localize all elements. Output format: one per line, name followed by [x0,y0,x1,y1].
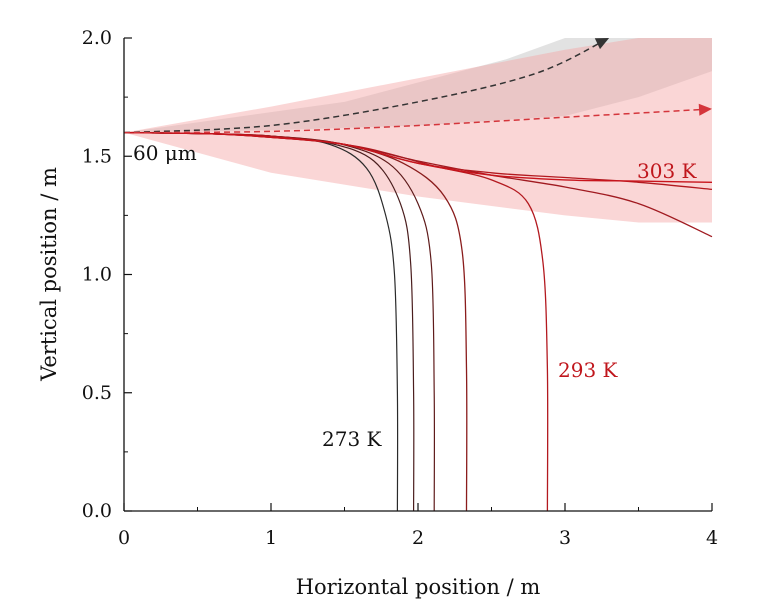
y-tick-label: 2.0 [82,27,112,49]
trajectory-line-8 [123,131,713,183]
size-annotation: 60 μm [133,141,197,165]
trajectory-arrows [123,37,713,134]
x-tick-label: 2 [412,527,424,549]
y-tick-label: 0.0 [82,500,112,522]
x-axis-title: Horizontal position / m [296,575,541,599]
spread-bands [124,38,712,223]
spread-band-2 [124,38,712,223]
cold-temperature-label: 273 K [322,427,383,451]
y-tick-label: 1.0 [82,264,112,286]
hot-temperature-label: 303 K [637,159,698,183]
x-tick-label: 3 [559,527,571,549]
trajectory-series [123,131,713,512]
x-tick-label: 0 [118,527,130,549]
axis-ticks: 0 1 2 3 4 0.0 0.5 1.0 1.5 2.0 [82,27,718,549]
dashed-trajectory-1 [123,37,610,134]
y-axis-title: Vertical position / m [37,167,61,382]
arrowhead-2 [698,103,712,116]
y-tick-label: 1.5 [82,145,112,167]
arrowhead-1 [594,38,610,50]
trajectory-line-2 [123,132,415,512]
dashed-trajectory-2 [123,108,713,134]
trajectory-line-1 [123,132,399,512]
x-tick-label: 4 [706,527,718,549]
y-tick-label: 0.5 [82,382,112,404]
spread-band-1 [124,38,712,133]
trajectory-line-5 [123,131,549,512]
x-tick-label: 1 [265,527,277,549]
mid-temperature-label: 293 K [558,358,619,382]
